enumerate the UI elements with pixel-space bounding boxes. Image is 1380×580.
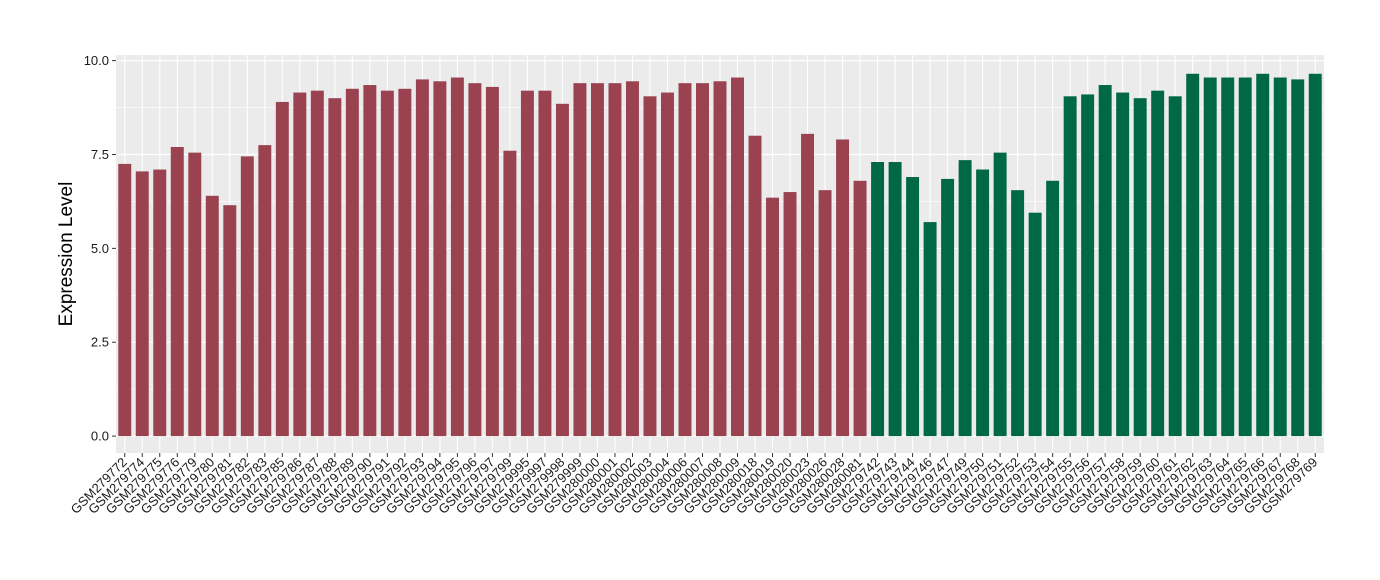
bar-GSM280019 <box>766 197 779 437</box>
bar-GSM279797 <box>485 86 499 437</box>
bar-GSM280026 <box>818 190 832 437</box>
bar-GSM279753 <box>1028 212 1042 437</box>
y-axis: 0.0 2.5 5.0 7.5 10.0 <box>84 53 116 444</box>
y-tick-label: 5.0 <box>91 241 109 256</box>
bar-GSM279762 <box>1186 73 1200 437</box>
bar-GSM279757 <box>1098 85 1112 437</box>
bar-GSM279995 <box>520 90 534 437</box>
y-tick-label: 2.5 <box>91 335 109 350</box>
y-tick-label: 0.0 <box>91 429 109 444</box>
bar-GSM279769 <box>1308 73 1322 437</box>
bar-GSM280028 <box>836 139 850 437</box>
bar-GSM279787 <box>310 90 324 437</box>
bar-GSM280000 <box>590 83 604 437</box>
bar-GSM279750 <box>976 169 990 437</box>
bar-GSM279764 <box>1221 77 1235 437</box>
bar-GSM279760 <box>1151 90 1165 437</box>
bar-GSM279752 <box>1011 190 1025 437</box>
bar-GSM280007 <box>696 83 709 437</box>
bar-GSM279756 <box>1081 94 1095 437</box>
bar-GSM279794 <box>433 81 447 437</box>
bar-GSM279767 <box>1273 77 1287 437</box>
bar-GSM279789 <box>345 88 359 437</box>
bars <box>118 73 1322 437</box>
bar-GSM279780 <box>205 195 219 437</box>
bar-GSM279749 <box>958 160 972 437</box>
bar-GSM279746 <box>923 222 937 437</box>
bar-GSM279999 <box>573 83 587 437</box>
x-axis: GSM279772GSM279774GSM279775GSM279776GSM2… <box>68 453 1320 517</box>
bar-GSM280023 <box>801 133 815 437</box>
bar-GSM280004 <box>661 92 674 437</box>
bar-GSM279795 <box>450 77 464 437</box>
bar-GSM279751 <box>993 152 1007 437</box>
bar-GSM279768 <box>1291 79 1305 437</box>
y-axis-title: Expression Level <box>56 182 77 327</box>
bar-GSM279781 <box>223 205 237 437</box>
bar-GSM279761 <box>1168 96 1182 437</box>
bar-GSM280020 <box>783 192 797 437</box>
bar-GSM279791 <box>380 90 394 437</box>
bar-GSM279754 <box>1046 180 1060 437</box>
bar-GSM279755 <box>1063 96 1077 437</box>
y-tick-label: 7.5 <box>91 147 109 162</box>
bar-GSM279779 <box>188 152 202 437</box>
bar-GSM280009 <box>731 77 744 437</box>
bar-GSM279997 <box>538 90 552 437</box>
bar-GSM279998 <box>555 103 569 437</box>
bar-GSM279747 <box>941 178 955 437</box>
bar-GSM279790 <box>363 85 377 437</box>
bar-GSM279774 <box>135 171 149 437</box>
bar-GSM279759 <box>1133 98 1147 437</box>
bar-GSM279782 <box>240 156 254 437</box>
bar-GSM279793 <box>415 79 429 437</box>
bar-GSM280006 <box>678 83 692 437</box>
bar-GSM279785 <box>275 101 289 437</box>
bar-GSM280001 <box>608 83 622 437</box>
bar-GSM279788 <box>328 98 342 437</box>
bar-GSM280081 <box>853 180 867 437</box>
bar-GSM279758 <box>1116 92 1130 437</box>
bar-GSM279763 <box>1203 77 1217 437</box>
bar-GSM279792 <box>398 88 412 437</box>
bar-GSM279744 <box>906 177 920 437</box>
bar-GSM279776 <box>170 146 184 437</box>
bar-GSM280003 <box>643 96 657 437</box>
bar-GSM280008 <box>713 81 727 437</box>
bar-GSM279743 <box>888 162 902 437</box>
bar-GSM279775 <box>153 169 167 437</box>
bar-GSM279766 <box>1256 73 1270 437</box>
bar-GSM279786 <box>293 92 307 437</box>
y-tick-label: 10.0 <box>84 53 109 68</box>
bar-GSM279765 <box>1238 77 1252 437</box>
bar-GSM279742 <box>871 162 885 437</box>
bar-GSM280018 <box>748 135 762 437</box>
bar-GSM279772 <box>118 163 132 437</box>
bar-GSM279799 <box>503 150 517 437</box>
bar-GSM280002 <box>625 81 639 437</box>
bar-GSM279783 <box>258 145 272 437</box>
bar-GSM279796 <box>468 83 482 437</box>
